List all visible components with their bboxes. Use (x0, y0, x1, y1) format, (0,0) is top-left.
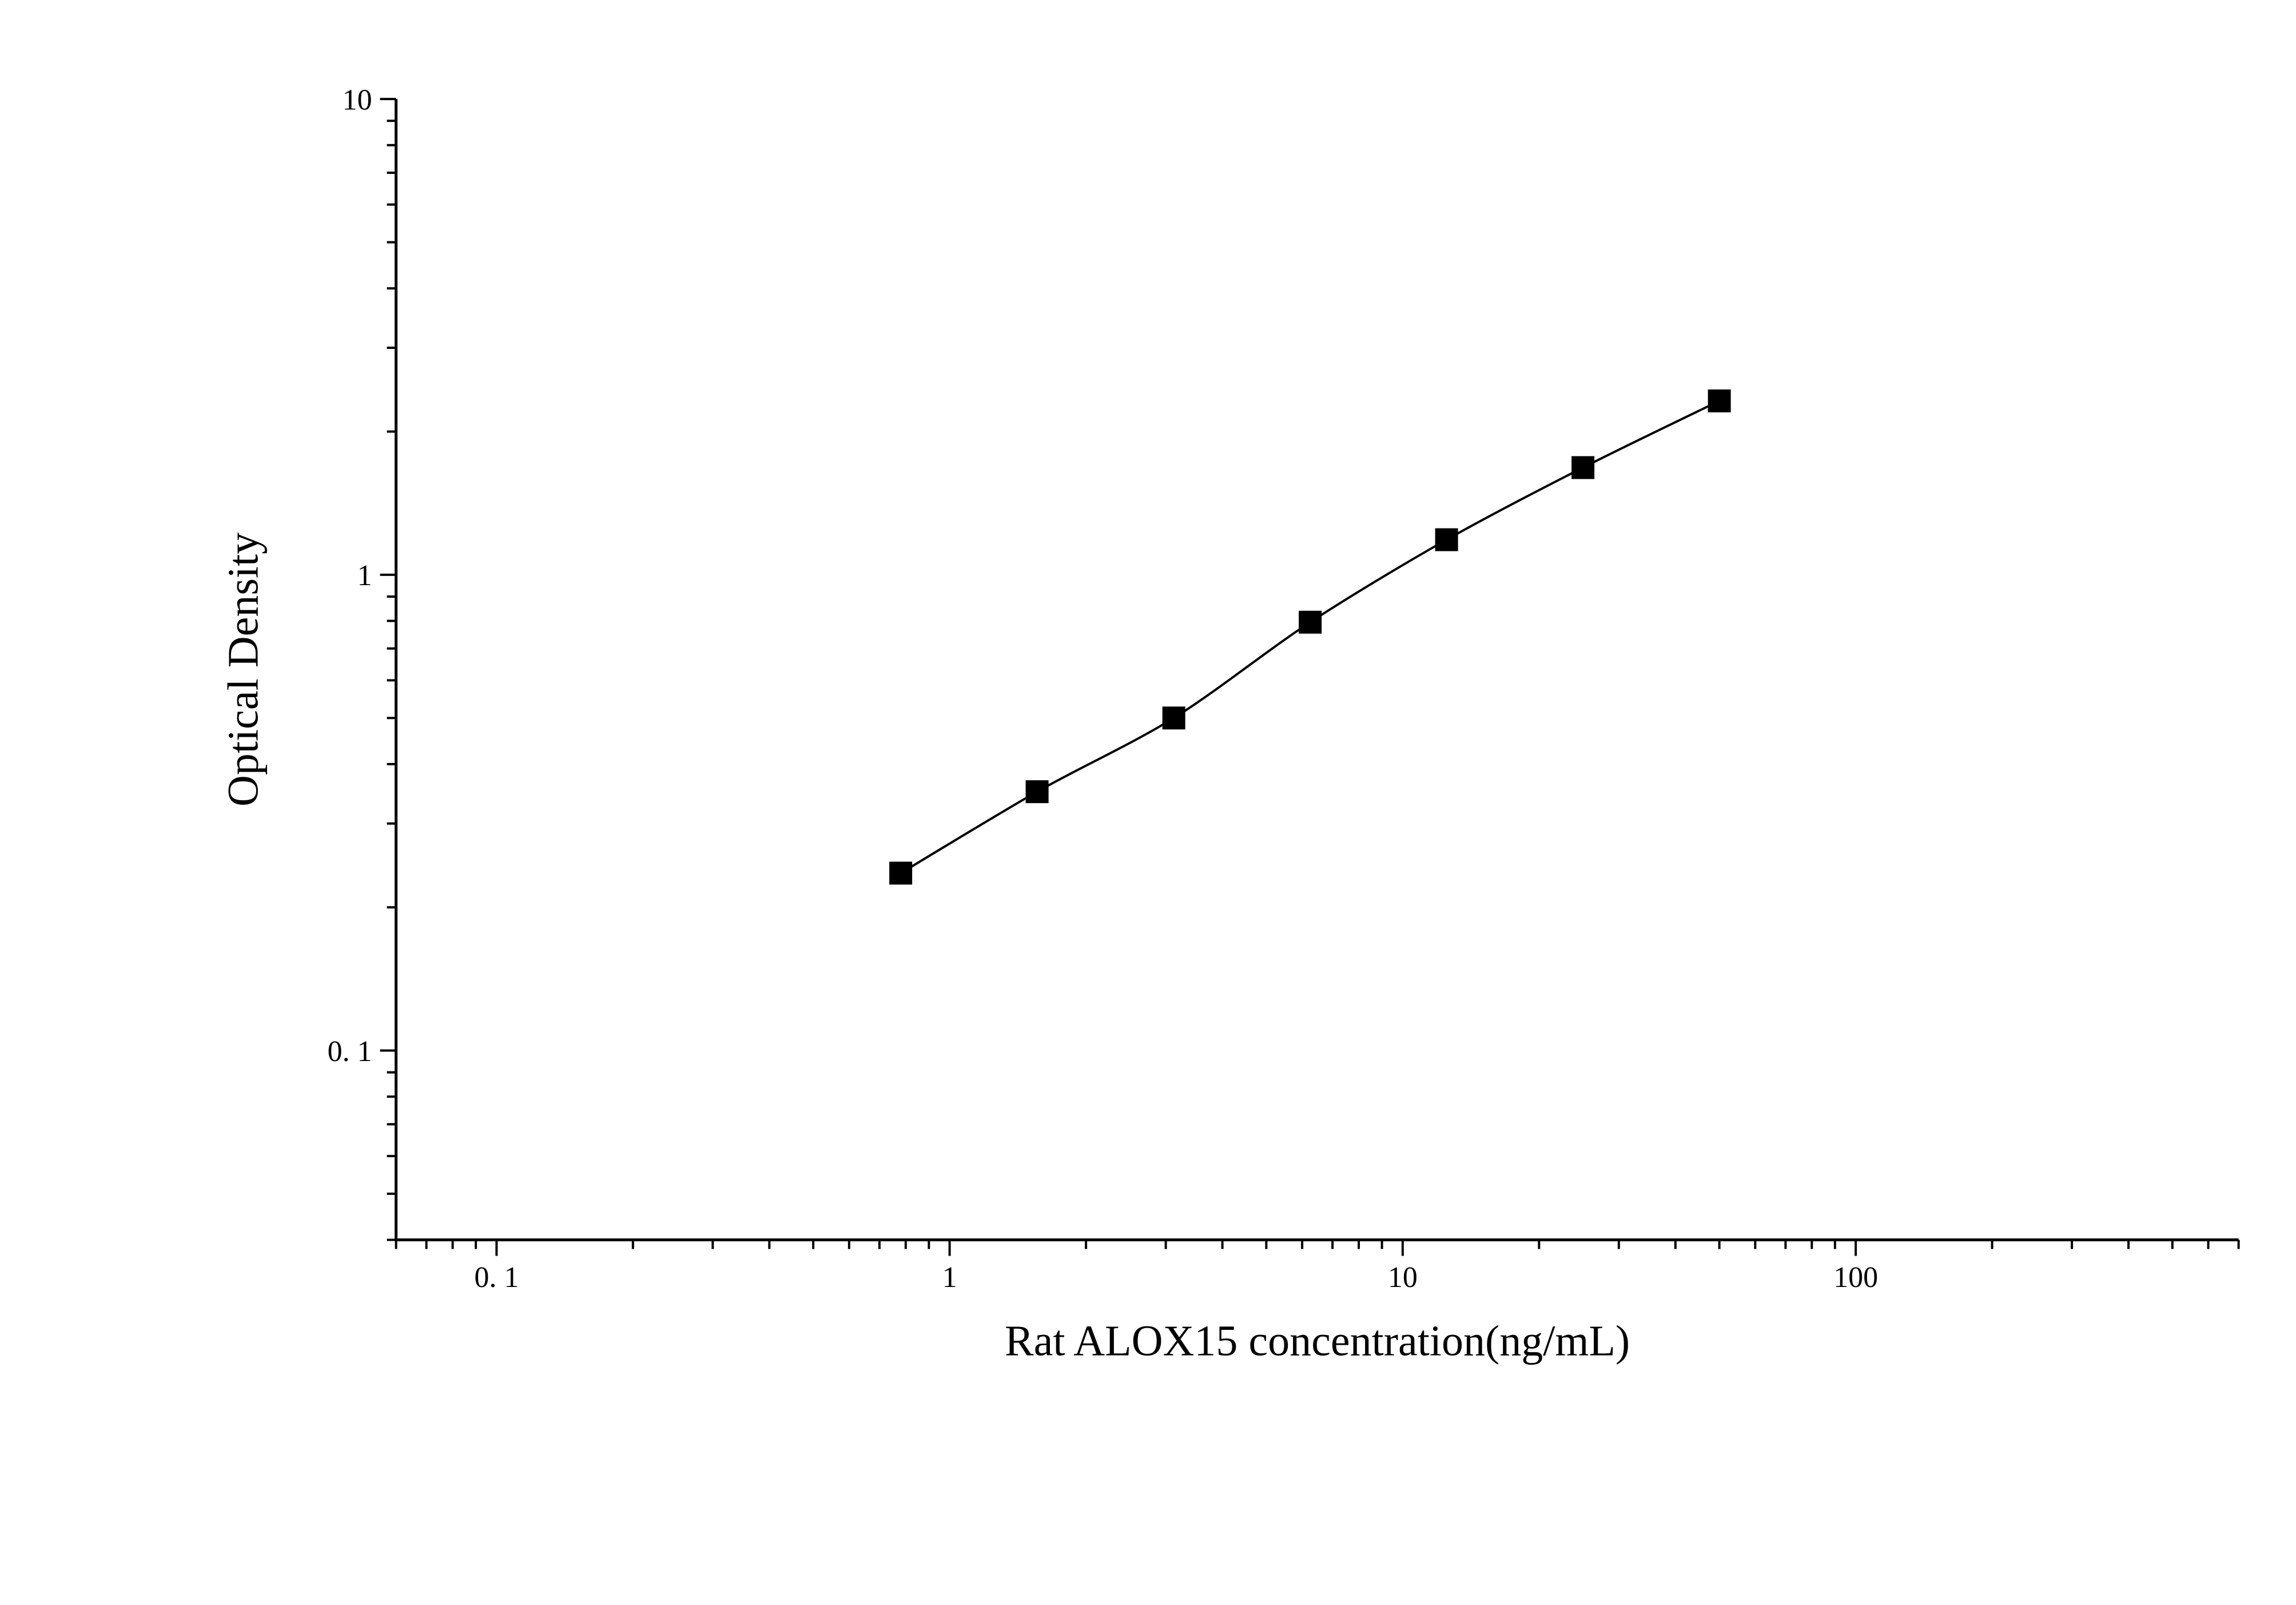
chart-container: 0. 1 1 10 100 0. 1 1 10 Rat ALOX15 concentratio… (0, 0, 2296, 1605)
y-tick-label: 10 (343, 84, 372, 116)
x-tick-label: 1 (942, 1261, 957, 1294)
y-tick-label: 0. 1 (328, 1035, 372, 1068)
data-point-marker (1435, 529, 1458, 551)
y-tick-label: 1 (357, 559, 372, 592)
data-point-marker (1571, 456, 1594, 479)
data-point-marker (1299, 611, 1322, 634)
data-point-marker (889, 861, 912, 884)
log-log-chart: 0. 1 1 10 100 0. 1 1 10 Rat ALOX15 concentratio… (0, 0, 2296, 1605)
data-point-marker (1708, 390, 1731, 412)
x-axis-label: Rat ALOX15 concentration(ng/mL) (1005, 1317, 1630, 1365)
x-tick-label: 10 (1388, 1261, 1418, 1294)
data-point-marker (1163, 706, 1185, 729)
x-tick-label: 100 (1833, 1261, 1878, 1294)
x-tick-label: 0. 1 (474, 1261, 519, 1294)
data-point-marker (1026, 780, 1049, 803)
y-axis-label: Optical Density (220, 533, 268, 807)
